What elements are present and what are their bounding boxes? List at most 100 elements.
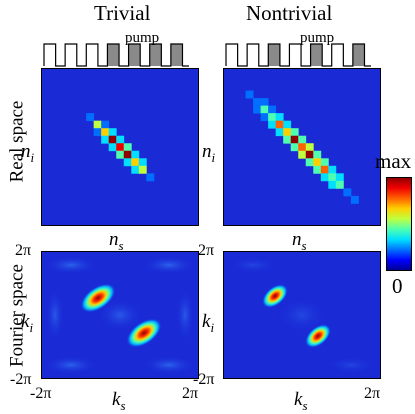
pump-label-nontrivial: pump [300,30,335,46]
trivial-band-pixel [108,135,117,144]
trivial-band-pixel [101,128,110,137]
nontrivial-band-pixel [260,113,269,122]
real-space-heatmap-nontrivial [223,68,381,226]
trivial-band-pixel [138,165,147,174]
trivial-fourier-background-structure [45,256,195,374]
pump-nontrivial-pulse-filled [268,44,280,66]
nontrivial-band-pixel [268,120,277,129]
nontrivial-band-pixel [305,150,314,159]
nontrivial-band-pixel [335,180,344,189]
trivial-band-pixel [123,158,132,167]
nontrivial-band-pixel [268,105,277,114]
fourier-x-tick-max-trivial: 2π [182,385,199,402]
nontrivial-band-pixel [320,158,329,167]
colorbar-min-label: 0 [392,274,403,298]
nontrivial-band-pixel [275,128,284,137]
nontrivial-diagonal-band [245,90,359,204]
trivial-band-pixel [131,150,140,159]
nontrivial-band-pixel [350,195,359,204]
fourier-space-heatmap-trivial [41,251,199,379]
trivial-band-pixel [116,135,125,144]
trivial-band-pixel [86,113,95,122]
nontrivial-band-pixel [290,135,299,144]
nontrivial-band-pixel [275,120,284,129]
nontrivial-band-pixel [305,143,314,152]
pump-nontrivial-pulse-filled [310,44,323,66]
nontrivial-band-pixel [313,165,322,174]
pump-waveform-nontrivial [225,43,371,67]
fourier-y-tick-min-trivial: -2π [10,371,32,388]
fourier-y-label-nontrivial: ki [202,311,215,335]
trivial-diagonal-band [86,113,155,182]
fourier-x-tick-max-nontrivial: 2π [364,385,381,402]
nontrivial-band-pixel [290,128,299,137]
pump-trivial-pulse-filled [128,44,141,66]
trivial-band-pixel [101,135,110,144]
nontrivial-band-pixel [260,105,269,114]
trivial-band-pixel [108,128,117,137]
trivial-band-pixel [93,120,102,129]
trivial-band-pixel [116,143,125,152]
pump-nontrivial-line [225,43,371,67]
nontrivial-band-pixel [283,120,292,129]
nontrivial-band-pixel [268,113,277,122]
nontrivial-band-pixel [298,150,307,159]
column-title-nontrivial: Nontrivial [246,1,333,25]
fourier-x-label-trivial: ks [112,389,126,413]
real-x-label-trivial: ns [109,229,124,253]
trivial-band-pixel [123,143,132,152]
nontrivial-band-pixel [313,158,322,167]
colorbar [386,177,412,271]
nontrivial-band-pixel [320,173,329,182]
pump-waveform-trivial [43,43,189,67]
real-y-label-trivial: ni [21,141,35,165]
nontrivial-band-pixel [328,165,337,174]
nontrivial-fourier-peaks [262,284,331,348]
fourier-y-tick-max-trivial: 2π [15,242,32,259]
fourier-y-tick-max-nontrivial: 2π [198,242,215,259]
trivial-band-pixel [131,158,140,167]
colorbar-max-label: max [375,149,412,173]
nontrivial-band-pixel [343,188,352,197]
nontrivial-band-pixel [335,173,344,182]
pump-trivial-pulse-filled [149,44,162,66]
pump-trivial-line [43,43,189,67]
fourier-x-tick-min-trivial: -2π [30,385,52,402]
nontrivial-band-pixel [290,143,299,152]
trivial-band-pixel [131,165,140,174]
real-x-label-nontrivial: ns [292,229,307,253]
nontrivial-band-pixel [253,98,262,107]
fourier-y-label-trivial: ki [21,311,34,335]
nontrivial-fourier-background-structure [229,257,375,373]
pump-trivial-pulse-filled [170,44,183,66]
nontrivial-band-pixel [253,105,262,114]
fourier-space-heatmap-nontrivial [223,251,381,379]
nontrivial-band-pixel [313,150,322,159]
nontrivial-band-pixel [298,143,307,152]
trivial-band-pixel [123,150,132,159]
nontrivial-band-pixel [283,135,292,144]
fourier-y-tick-min-nontrivial: -2π [193,371,215,388]
trivial-band-pixel [108,143,117,152]
nontrivial-band-pixel [328,173,337,182]
real-space-heatmap-trivial [41,68,199,226]
trivial-band-pixel [138,158,147,167]
nontrivial-band-pixel [320,165,329,174]
trivial-band-pixel [116,150,125,159]
pump-trivial-pulse-filled [107,44,120,66]
nontrivial-band-pixel [260,98,269,107]
nontrivial-band-pixel [245,90,254,99]
fourier-x-label-nontrivial: ks [294,389,308,413]
column-title-trivial: Trivial [94,1,151,25]
trivial-band-pixel [146,173,155,182]
nontrivial-band-pixel [328,180,337,189]
nontrivial-band-pixel [275,113,284,122]
trivial-band-pixel [101,120,110,129]
pump-label-trivial: pump [125,30,160,46]
nontrivial-band-pixel [298,135,307,144]
real-y-label-nontrivial: ni [202,141,216,165]
trivial-band-pixel [93,128,102,137]
trivial-fourier-peaks [80,283,162,348]
nontrivial-band-pixel [305,158,314,167]
nontrivial-band-pixel [283,128,292,137]
